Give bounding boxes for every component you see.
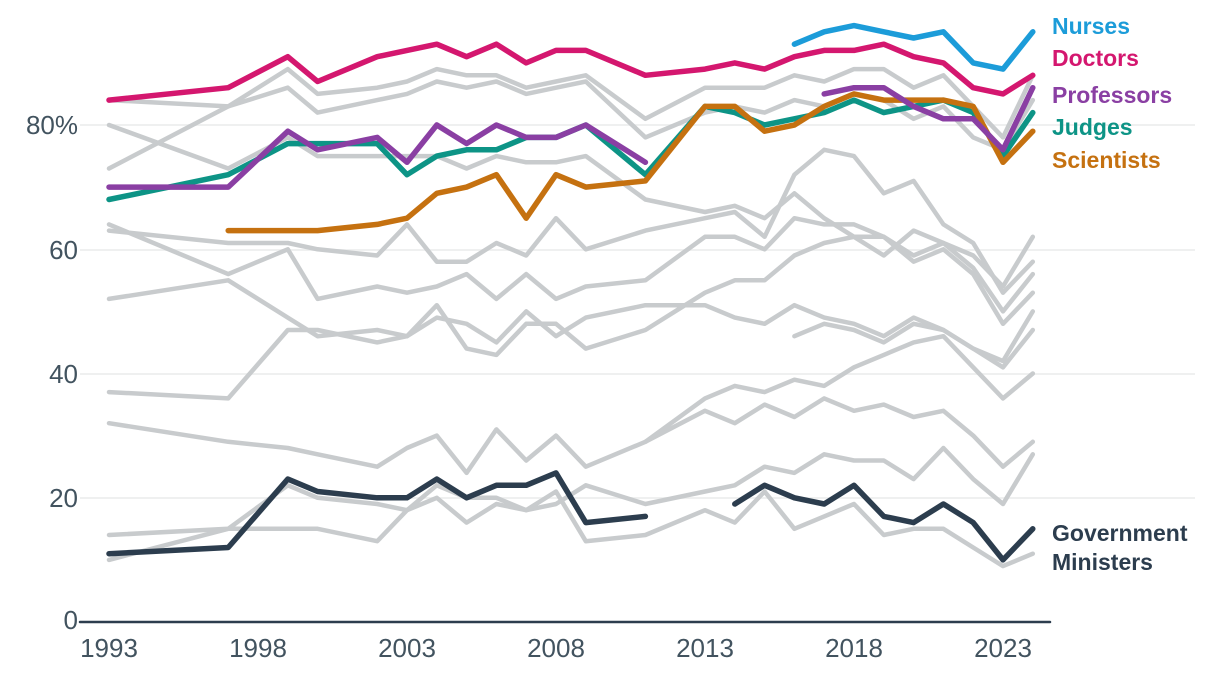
- x-tick-1993: 1993: [80, 633, 138, 663]
- x-tick-2013: 2013: [676, 633, 734, 663]
- legend-professors: Professors: [1052, 82, 1172, 108]
- legend-judges: Judges: [1052, 114, 1133, 140]
- scientists-line: [225, 91, 1036, 234]
- background-line-8: [106, 396, 1036, 476]
- professors-line-segment-1: [106, 122, 649, 190]
- x-tick-2023: 2023: [974, 633, 1032, 663]
- y-tick-80: 80%: [26, 110, 78, 140]
- background-line-6: [106, 147, 1036, 295]
- nurses-line: [791, 22, 1036, 72]
- y-tick-40: 40: [49, 359, 78, 389]
- professors-line-segment-2: [821, 84, 1036, 153]
- x-tick-1998: 1998: [229, 633, 287, 663]
- doctors-line: [106, 41, 1036, 103]
- background-line-4: [106, 278, 1036, 364]
- y-axis-labels: 80% 60 40 20 0: [26, 110, 78, 635]
- y-tick-0: 0: [64, 605, 78, 635]
- background-line-2: [106, 79, 1036, 171]
- legend-government-ministers-line2: Ministers: [1052, 549, 1153, 575]
- x-tick-2018: 2018: [825, 633, 883, 663]
- background-line-11: [643, 333, 1036, 445]
- legend-government-ministers-line1: Government: [1052, 520, 1188, 546]
- x-tick-2008: 2008: [527, 633, 585, 663]
- legend-nurses: Nurses: [1052, 13, 1130, 39]
- y-tick-20: 20: [49, 483, 78, 513]
- background-profession-lines: [106, 66, 1036, 569]
- x-axis-labels: 1993 1998 2003 2008 2013 2018 2023: [80, 633, 1032, 663]
- judges-line: [106, 97, 1036, 203]
- highlighted-profession-lines: [106, 22, 1036, 563]
- y-tick-60: 60: [49, 235, 78, 265]
- x-tick-2003: 2003: [378, 633, 436, 663]
- legend-doctors: Doctors: [1052, 45, 1139, 71]
- series-labels: Nurses Doctors Professors Judges Scienti…: [1052, 13, 1188, 575]
- background-line-12: [792, 321, 1036, 370]
- government-ministers-line-segment-1: [106, 470, 649, 557]
- background-line-10: [106, 445, 1036, 563]
- legend-scientists: Scientists: [1052, 147, 1161, 173]
- background-line-7: [106, 228, 1036, 401]
- background-line-1: [106, 66, 1036, 140]
- background-line-9: [106, 483, 1036, 569]
- background-line-5: [106, 215, 1036, 314]
- background-line-3: [106, 122, 1036, 327]
- government-ministers-line-segment-2: [732, 482, 1036, 563]
